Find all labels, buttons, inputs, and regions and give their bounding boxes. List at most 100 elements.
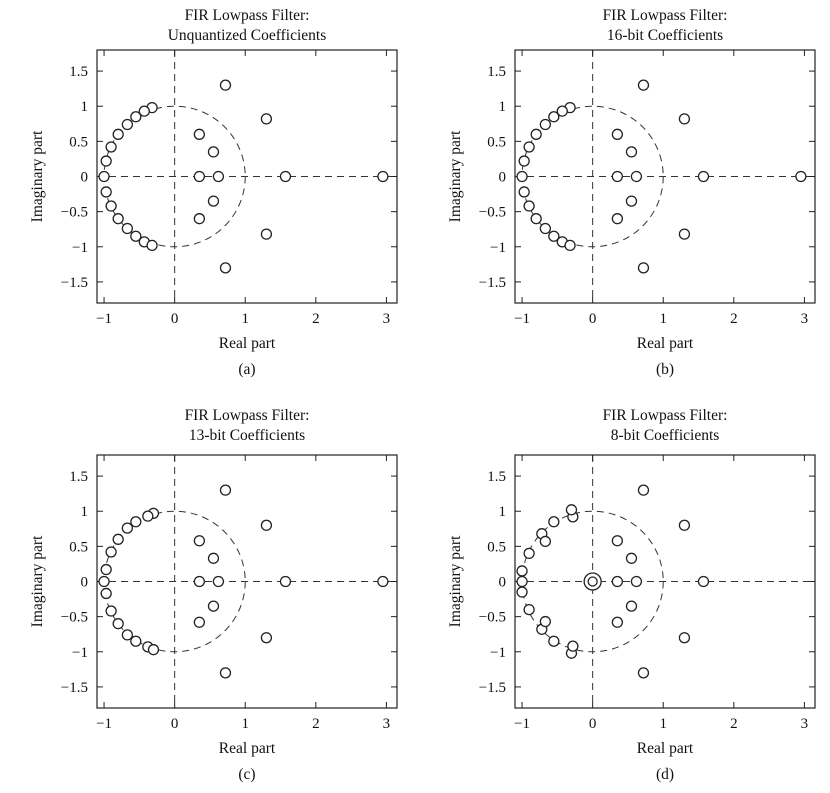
zero-marker bbox=[530, 128, 542, 140]
zero-marker bbox=[98, 575, 110, 588]
zero-marker bbox=[147, 644, 160, 656]
zero-marker bbox=[548, 516, 560, 528]
zero-marker bbox=[260, 228, 273, 240]
x-tick-label: 0 bbox=[171, 311, 179, 327]
zero-marker bbox=[212, 575, 225, 588]
y-tick-label: −0.5 bbox=[479, 610, 506, 626]
zero-marker bbox=[105, 141, 117, 153]
y-tick-label: −1.5 bbox=[61, 680, 88, 696]
zero-marker bbox=[219, 262, 232, 274]
zero-marker bbox=[193, 170, 206, 183]
x-tick-label: 0 bbox=[171, 716, 179, 732]
x-tick-label: 0 bbox=[589, 311, 597, 327]
y-tick-label: 1 bbox=[81, 99, 89, 115]
y-axis-label: Imaginary part bbox=[29, 535, 46, 627]
zero-marker bbox=[130, 230, 142, 242]
zero-plot-panel-4: FIR Lowpass Filter: 8-bit Coefficients −1 0… bbox=[447, 407, 816, 783]
zero-marker bbox=[105, 546, 117, 558]
y-tick-label: −1 bbox=[490, 645, 506, 661]
zero-marker bbox=[548, 111, 560, 123]
zero-marker bbox=[678, 228, 691, 240]
zero-marker bbox=[219, 79, 232, 91]
zero-marker bbox=[377, 170, 389, 183]
zero-marker bbox=[630, 170, 643, 183]
zero-marker bbox=[207, 146, 220, 158]
zero-marker bbox=[112, 128, 124, 140]
zero-marker bbox=[98, 170, 110, 183]
zero-marker bbox=[611, 170, 624, 183]
x-axis-label: Real part bbox=[219, 740, 276, 757]
y-tick-label: −0.5 bbox=[61, 610, 88, 626]
x-tick-label: −1 bbox=[514, 716, 530, 732]
zero-marker bbox=[567, 640, 579, 652]
zero-plot-panel-2: FIR Lowpass Filter: 16-bit Coefficients −1… bbox=[447, 7, 816, 378]
chart-title-line-2: 8-bit Coefficients bbox=[611, 427, 720, 444]
y-tick-label: 0 bbox=[499, 170, 507, 186]
zero-marker bbox=[193, 575, 206, 588]
y-tick-label: −1 bbox=[72, 645, 88, 661]
zero-marker bbox=[260, 632, 273, 644]
zero-marker bbox=[377, 575, 389, 588]
x-tick-label: 1 bbox=[659, 716, 667, 732]
panel-caption: (c) bbox=[238, 766, 255, 783]
x-tick-label: 2 bbox=[730, 716, 738, 732]
chart-title-line-2: 13-bit Coefficients bbox=[189, 427, 305, 444]
y-tick-label: 0.5 bbox=[69, 134, 88, 150]
zero-plot-panel-1: FIR Lowpass Filter: Unquantized Coefficie… bbox=[29, 7, 398, 378]
y-tick-label: −1.5 bbox=[61, 275, 88, 291]
zero-marker bbox=[212, 170, 225, 183]
zero-marker bbox=[219, 484, 232, 496]
y-tick-label: 1.5 bbox=[487, 469, 506, 485]
y-tick-label: 1.5 bbox=[69, 469, 88, 485]
chart-title-line-1: FIR Lowpass Filter: bbox=[603, 7, 728, 24]
zero-marker bbox=[523, 603, 535, 616]
zero-marker bbox=[530, 213, 542, 225]
zero-marker bbox=[697, 575, 710, 588]
zero-marker bbox=[279, 170, 292, 183]
zero-marker bbox=[625, 146, 638, 158]
panel-caption: (b) bbox=[656, 361, 674, 378]
y-tick-label: 1 bbox=[499, 504, 507, 520]
zero-marker bbox=[611, 213, 624, 225]
zero-marker bbox=[193, 213, 206, 225]
zero-marker bbox=[611, 128, 624, 140]
zero-marker bbox=[100, 587, 112, 600]
zero-marker bbox=[539, 615, 552, 628]
zero-marker bbox=[516, 586, 528, 598]
zero-marker bbox=[260, 113, 273, 125]
y-axis-label: Imaginary part bbox=[447, 130, 464, 222]
zero-marker bbox=[625, 195, 638, 207]
y-tick-label: 1 bbox=[81, 504, 89, 520]
x-tick-label: −1 bbox=[96, 311, 112, 327]
zero-marker bbox=[637, 79, 650, 91]
y-tick-label: 0 bbox=[81, 170, 89, 186]
zero-marker bbox=[625, 600, 638, 612]
zero-marker bbox=[539, 535, 552, 548]
zero-marker bbox=[548, 230, 560, 242]
zero-marker bbox=[523, 547, 535, 560]
zero-plot-panel-3: FIR Lowpass Filter: 13-bit Coefficients −1… bbox=[29, 407, 398, 783]
zero-marker bbox=[219, 667, 232, 679]
zero-marker bbox=[523, 141, 535, 153]
zero-marker bbox=[100, 563, 112, 576]
x-tick-label: −1 bbox=[96, 716, 112, 732]
zero-marker bbox=[611, 535, 624, 547]
zero-marker bbox=[112, 213, 124, 225]
x-tick-label: 1 bbox=[241, 311, 249, 327]
panel-caption: (a) bbox=[238, 361, 255, 378]
zero-marker bbox=[112, 618, 124, 630]
zero-marker bbox=[279, 575, 292, 588]
y-axis-label: Imaginary part bbox=[447, 535, 464, 627]
x-tick-label: 2 bbox=[312, 311, 320, 327]
zero-marker bbox=[130, 516, 142, 528]
y-tick-label: −0.5 bbox=[61, 205, 88, 221]
zero-marker bbox=[611, 575, 624, 588]
x-axis-label: Real part bbox=[637, 335, 694, 352]
zero-marker bbox=[146, 239, 158, 252]
zero-marker bbox=[142, 510, 154, 522]
zero-marker bbox=[138, 105, 150, 117]
zero-marker bbox=[100, 155, 112, 167]
x-tick-label: 3 bbox=[801, 716, 809, 732]
zero-marker bbox=[193, 128, 206, 140]
x-tick-label: 2 bbox=[312, 716, 320, 732]
